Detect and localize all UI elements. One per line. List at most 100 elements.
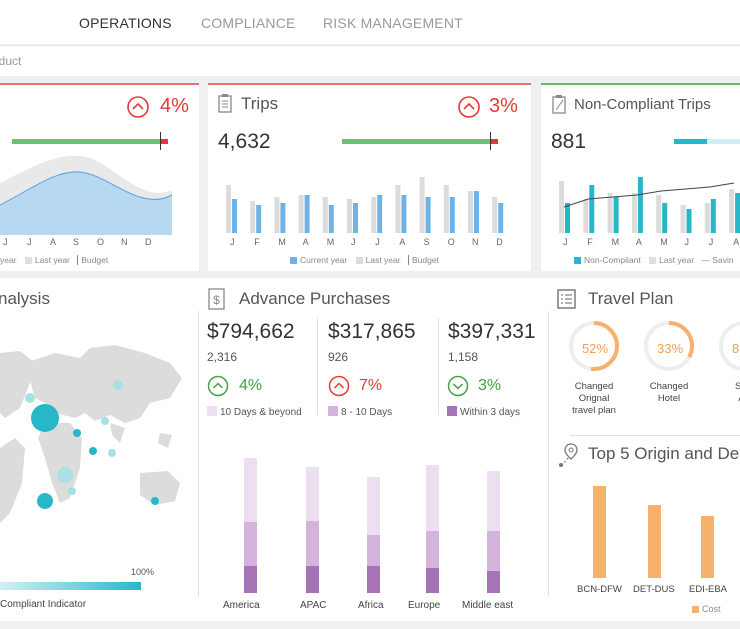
last-year-bar: [443, 185, 449, 233]
advance-trend-3: 3%: [478, 377, 502, 394]
legend-last-year: Last year: [34, 255, 70, 265]
donut-label-line: Swit: [735, 381, 740, 392]
tab-operations[interactable]: OPERATIONS: [79, 15, 172, 31]
donut-label-line: Hotel: [657, 393, 681, 404]
last-year-bar: [704, 203, 710, 233]
arrow-down-circle-icon: [447, 375, 469, 397]
month-label: F: [254, 237, 260, 247]
last-year-bar: [371, 197, 377, 233]
spend-card: 4% J J A S O N D year Last year Budget: [0, 83, 199, 271]
current-year-bar: [449, 197, 455, 233]
donut-label: Changed Hotel: [630, 381, 708, 405]
current-year-bar: [232, 199, 237, 233]
trips-legend: Current year Last year Budget: [290, 255, 439, 265]
legend-swatch: [24, 257, 32, 264]
tab-risk-management[interactable]: RISK MANAGEMENT: [323, 15, 463, 31]
last-year-bar: [395, 185, 401, 233]
month-label: J: [3, 237, 8, 247]
10-days-beyond-segment: [244, 458, 257, 522]
divider: [438, 318, 439, 415]
arrow-up-circle-icon: [328, 375, 350, 397]
noncompliant-legend: Non-Compliant Last year — Savin: [574, 255, 734, 265]
current-year-bar: [401, 195, 407, 233]
donut-label-line: travel plan: [572, 405, 616, 416]
noncompliant-progress-rest: [707, 139, 740, 144]
arrow-up-circle-icon: [458, 96, 480, 118]
tab-compliance[interactable]: COMPLIANCE: [201, 15, 296, 31]
month-label: M: [611, 237, 620, 247]
compliance-scale: [0, 582, 141, 590]
noncompliant-bar: [710, 199, 716, 233]
month-label: O: [97, 237, 105, 247]
noncompliant-value: 881: [551, 130, 587, 153]
spend-overrun: [160, 139, 168, 144]
region-label: America: [223, 600, 260, 611]
month-label: D: [496, 237, 503, 247]
amount: $317,865: [328, 320, 416, 343]
noncompliant-progress: [674, 139, 707, 144]
last-year-bar: [347, 199, 352, 233]
month-label: J: [351, 237, 356, 247]
advance-trend-2: 7%: [359, 377, 383, 394]
donut-percent: 8: [732, 341, 740, 356]
month-label: A: [399, 237, 406, 247]
last-year-bar: [656, 195, 662, 233]
arrow-up-circle-icon: [127, 96, 149, 118]
10-days-beyond-segment: [487, 471, 500, 531]
count: 1,158: [448, 350, 479, 364]
legend-last-year: Last year: [365, 255, 401, 265]
donut-percent: 52%: [582, 341, 609, 356]
trips-bar-chart: [226, 177, 504, 233]
advance-legend: 8 - 10 Days: [328, 406, 392, 418]
last-year-bar: [607, 193, 613, 233]
search-bar[interactable]: oduct: [0, 45, 740, 76]
noncompliant-bar: [565, 203, 570, 233]
8-10-days-segment: [487, 531, 500, 571]
last-year-bar: [298, 195, 304, 233]
within-3-days-segment: [487, 571, 500, 593]
last-year-bar: [631, 193, 637, 233]
top5-legend: Cost: [692, 604, 721, 614]
travel-plan-title: Travel Plan: [588, 289, 674, 308]
legend-swatch: [692, 606, 699, 613]
month-label: A: [733, 237, 740, 247]
legend-swatch: [649, 257, 657, 264]
last-year-bar: [559, 181, 564, 233]
current-year-bar: [498, 203, 504, 233]
month-label: J: [708, 237, 714, 247]
legend-last-year: Last year: [659, 255, 695, 265]
divider: [198, 311, 199, 596]
cost-bar: [701, 516, 714, 578]
route-label: BCN-DFW: [577, 584, 622, 595]
within-3-days-segment: [367, 566, 380, 593]
analysis-title: nalysis: [0, 289, 50, 308]
donut-label: SwitAir: [705, 381, 740, 405]
noncompliant-bar: [637, 177, 643, 233]
legend-label: Within 3 days: [460, 407, 521, 418]
month-label: O: [447, 237, 455, 247]
donut-label-line: Orignal: [578, 393, 610, 404]
donut-fill: [644, 321, 694, 371]
legend-swatch: [447, 406, 457, 416]
donut-label: Changed Orignal travel plan: [555, 381, 633, 417]
within-3-days-segment: [306, 566, 319, 593]
amount: $794,662: [207, 320, 295, 343]
month-label: J: [684, 237, 690, 247]
legend-current-year: Current year: [300, 255, 348, 265]
donut-label-line: Changed: [649, 381, 689, 392]
legend-noncompliant: Non-Compliant: [584, 255, 641, 265]
month-label: N: [472, 237, 479, 247]
month-label: J: [27, 237, 32, 247]
bottom-panel: nalysis 100% Compliant Indicator $ Advan…: [0, 278, 740, 621]
10-days-beyond-segment: [306, 467, 319, 521]
last-year-bar: [250, 201, 256, 233]
legend-swatch: [355, 257, 363, 264]
advance-title: Advance Purchases: [239, 289, 391, 308]
month-label: S: [423, 237, 430, 247]
list-icon: [557, 289, 576, 309]
noncompliant-bar: [686, 209, 692, 233]
cost-bar: [648, 505, 661, 578]
dollar-document-icon: $: [208, 288, 225, 310]
trips-progress: [342, 139, 490, 144]
